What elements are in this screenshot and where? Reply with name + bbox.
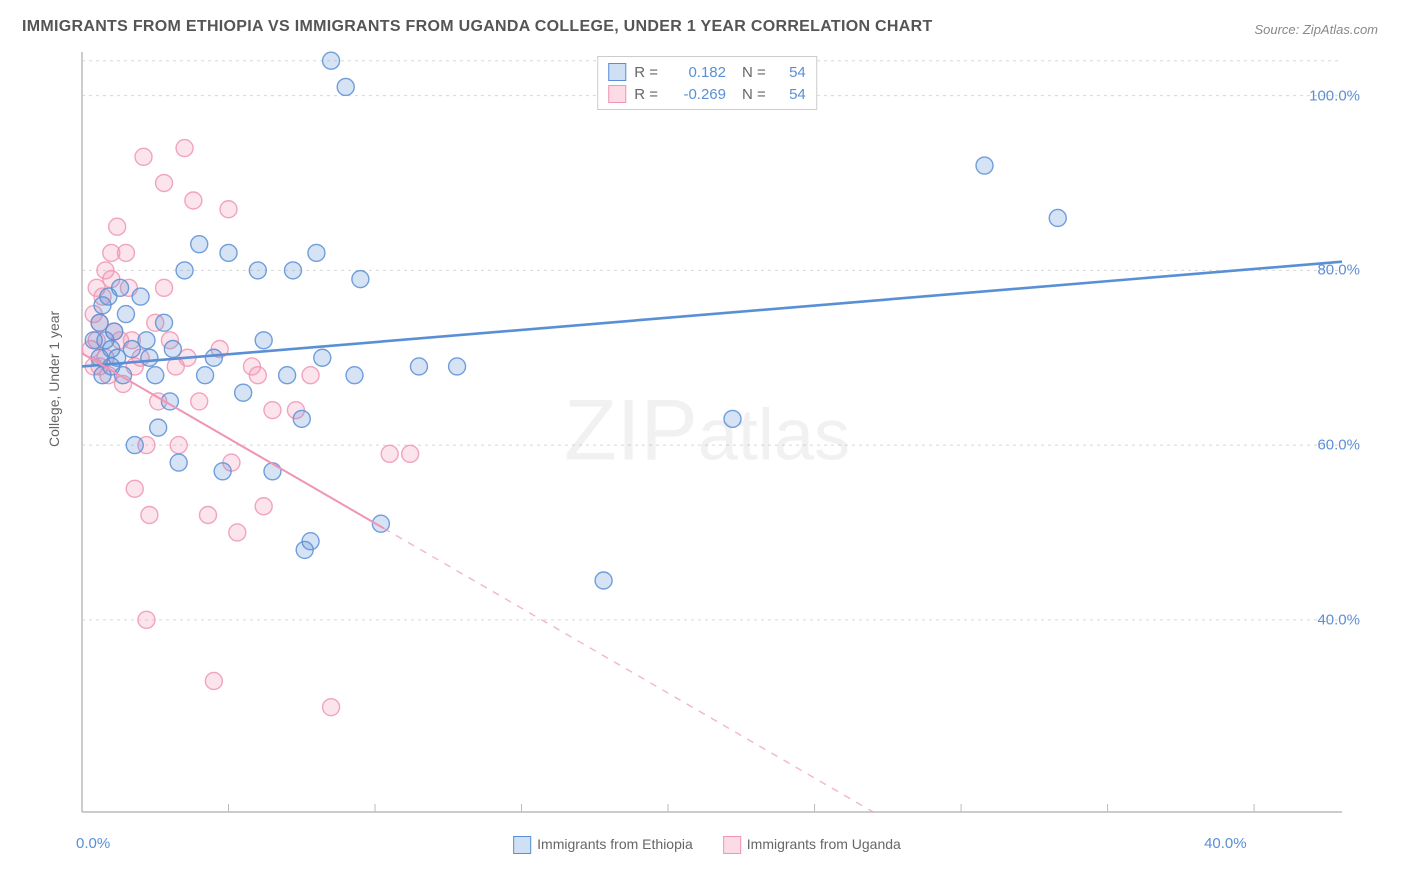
legend-item: Immigrants from Uganda [723, 836, 901, 854]
legend-swatch [723, 836, 741, 854]
scatter-chart [82, 52, 1342, 812]
y-tick-label: 40.0% [1317, 611, 1360, 628]
legend-swatch [608, 85, 626, 103]
legend-swatch [608, 63, 626, 81]
legend-label: Immigrants from Ethiopia [537, 836, 693, 852]
legend-swatch [513, 836, 531, 854]
page-title: IMMIGRANTS FROM ETHIOPIA VS IMMIGRANTS F… [22, 18, 933, 36]
source-attribution: Source: ZipAtlas.com [1254, 22, 1378, 37]
y-tick-label: 80.0% [1317, 262, 1360, 279]
y-tick-label: 60.0% [1317, 437, 1360, 454]
legend-item: Immigrants from Ethiopia [513, 836, 693, 854]
bottom-legend: Immigrants from Ethiopia Immigrants from … [513, 836, 901, 854]
x-tick-label: 40.0% [1204, 835, 1247, 852]
stats-row: R =-0.269 N =54 [608, 83, 806, 105]
stats-row: R =0.182 N =54 [608, 61, 806, 83]
chart-container: College, Under 1 year ZIPatlas R =0.182 … [52, 52, 1362, 842]
y-axis-label: College, Under 1 year [46, 311, 62, 447]
x-tick-label: 0.0% [76, 835, 110, 852]
stats-legend: R =0.182 N =54R =-0.269 N =54 [597, 56, 817, 110]
y-tick-label: 100.0% [1309, 87, 1360, 104]
legend-label: Immigrants from Uganda [747, 836, 901, 852]
